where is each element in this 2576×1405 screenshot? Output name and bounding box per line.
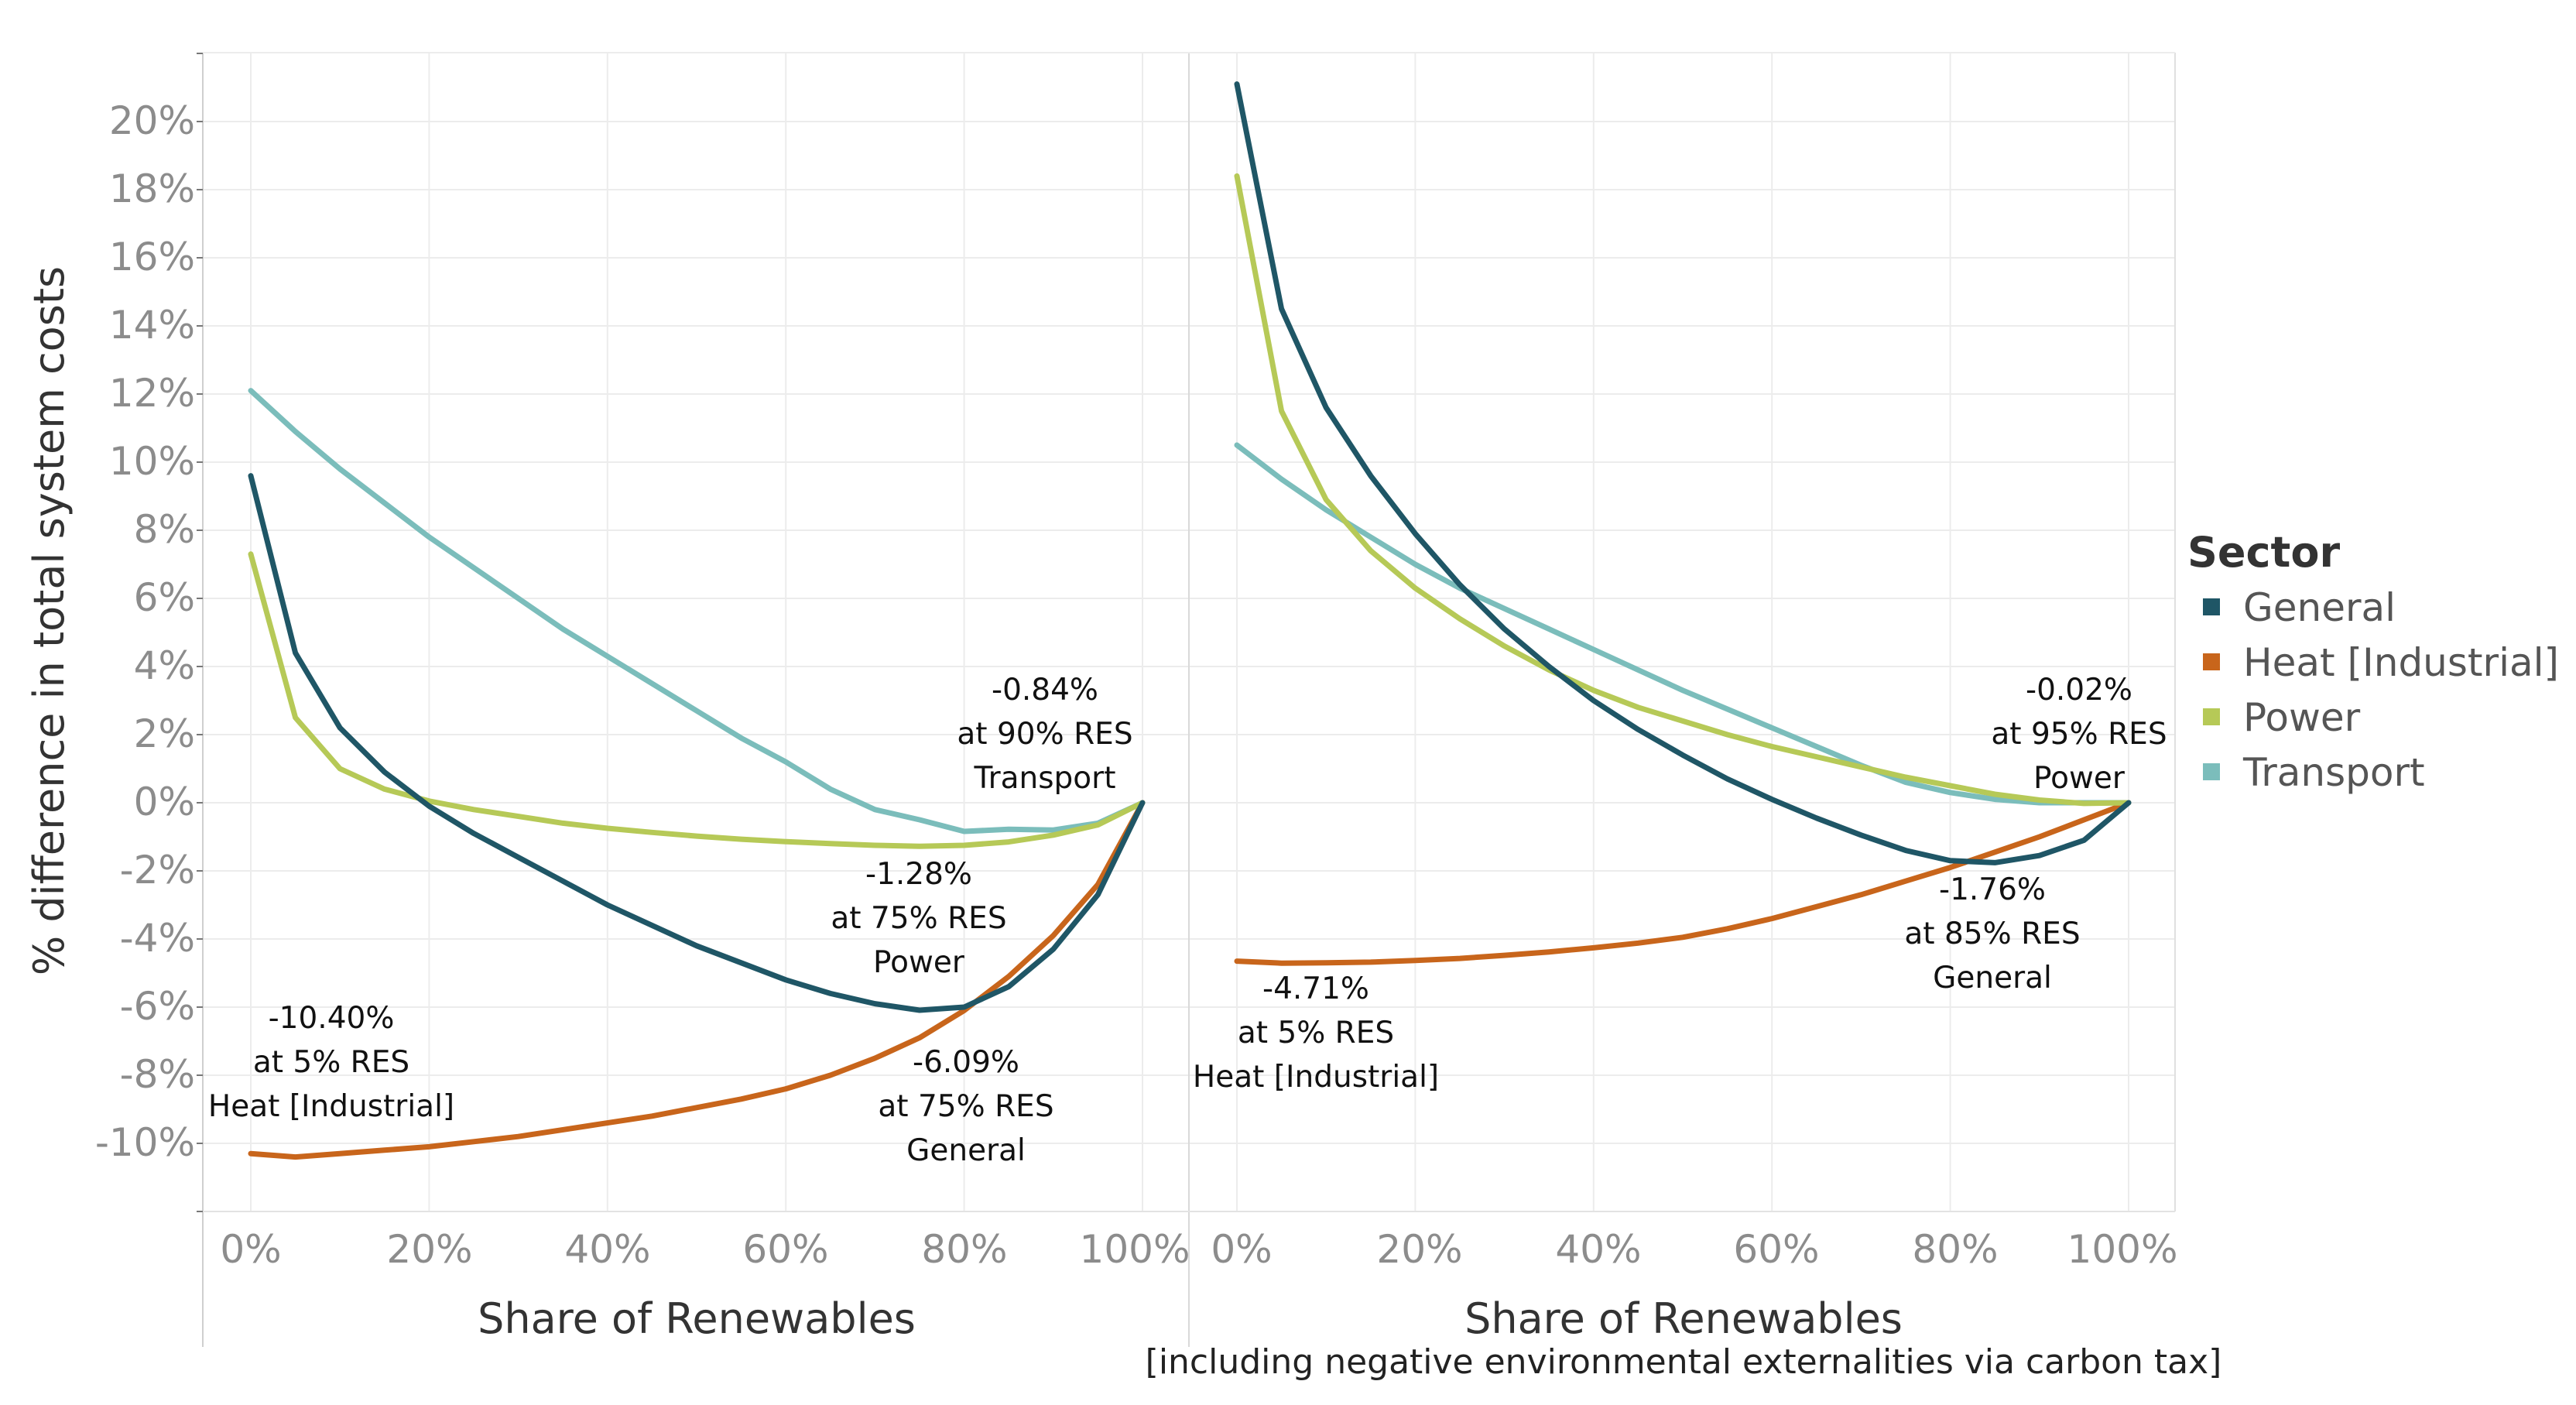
annotation-line: at 85% RES	[1904, 917, 2080, 951]
x-tick-label: 60%	[742, 1227, 828, 1272]
y-ticks: 20% 18% 16% 14% 12% 10% 8% 6% 4% 2% 0% -…	[95, 98, 195, 1165]
series-line-heat-industrial-panel-2	[1234, 800, 2132, 966]
y-tick-label: 4%	[134, 643, 195, 688]
annotation-line: -1.76%	[1939, 872, 2046, 907]
x-tick-label: 0%	[220, 1227, 281, 1272]
annotation-line: at 95% RES	[1991, 717, 2167, 752]
legend-swatch	[2203, 598, 2220, 615]
y-tick-label: 10%	[109, 439, 195, 484]
y-tick-label: 6%	[134, 575, 195, 620]
x-tick-label: 100%	[1080, 1227, 1190, 1272]
annotation-general-min: -1.76% at 85% RES General	[1904, 872, 2080, 995]
annotation-line: -0.02%	[2026, 673, 2132, 708]
y-tick-label: 8%	[134, 507, 195, 552]
legend-label: General	[2243, 585, 2396, 630]
legend-item-heat-industrial[interactable]: Heat [Industrial]	[2203, 640, 2559, 685]
x-tick-label: 40%	[564, 1227, 650, 1272]
y-tick-label: -6%	[120, 984, 195, 1029]
annotation-line: at 75% RES	[878, 1089, 1053, 1124]
annotation-line: -6.09%	[913, 1045, 1019, 1080]
legend-label: Heat [Industrial]	[2243, 640, 2559, 685]
annotation-line: Power	[873, 945, 965, 980]
panel-2-annotations: -0.02% at 95% RES Power -1.76% at 85% RE…	[1193, 673, 2167, 1095]
annotation-line: -0.84%	[992, 673, 1098, 708]
x-tick-label: 80%	[921, 1227, 1007, 1272]
y-tick-label: 12%	[109, 371, 195, 416]
annotation-line: -4.71%	[1262, 972, 1369, 1006]
x-tick-label: 60%	[1733, 1227, 1819, 1272]
x-tick-label: 40%	[1555, 1227, 1641, 1272]
legend: Sector General Heat [Industrial] Power T…	[2187, 528, 2559, 795]
panel-1-annotations: -0.84% at 90% RES Transport -1.28% at 75…	[208, 673, 1133, 1168]
x-tick-label: 20%	[1376, 1227, 1462, 1272]
y-tick-label: -4%	[120, 916, 195, 961]
y-tick-label: 20%	[109, 98, 195, 143]
legend-swatch	[2203, 653, 2220, 670]
annotation-line: at 5% RES	[253, 1045, 409, 1080]
annotation-general-min: -6.09% at 75% RES General	[878, 1045, 1053, 1168]
legend-label: Power	[2243, 695, 2361, 740]
series-line-transport-panel-1	[248, 388, 1146, 834]
y-tick-label: 14%	[109, 303, 195, 348]
y-tick-label: 18%	[109, 166, 195, 211]
legend-label: Transport	[2242, 750, 2425, 795]
y-tick-label: -2%	[120, 848, 195, 893]
annotation-line: Heat [Industrial]	[1193, 1060, 1439, 1095]
legend-swatch	[2203, 708, 2220, 725]
annotation-line: Transport	[973, 761, 1115, 796]
series-line-heat-industrial-panel-1	[248, 800, 1146, 1160]
panel-2-x-axis-subtitle: [including negative environmental extern…	[1146, 1342, 2222, 1382]
series-line-general-panel-1	[248, 473, 1146, 1013]
annotation-power-min: -0.02% at 95% RES Power	[1991, 673, 2167, 796]
annotation-transport-min: -0.84% at 90% RES Transport	[957, 673, 1132, 796]
x-tick-label: 0%	[1211, 1227, 1272, 1272]
series-line-transport-panel-2	[1234, 442, 2132, 806]
annotation-heat-min: -10.40% at 5% RES Heat [Industrial]	[208, 1001, 454, 1124]
y-tick-label: 0%	[134, 780, 195, 824]
annotation-line: -1.28%	[865, 857, 972, 892]
legend-item-general[interactable]: General	[2203, 585, 2396, 630]
annotation-line: Heat [Industrial]	[208, 1089, 454, 1124]
x-tick-label: 80%	[1912, 1227, 1998, 1272]
series-line-power-panel-2	[1234, 173, 2132, 807]
y-tick-label: 2%	[134, 711, 195, 756]
series-line-general-panel-2	[1234, 81, 2132, 865]
y-tick-label: 16%	[109, 235, 195, 279]
y-axis-title: % difference in total system costs	[25, 266, 74, 975]
panel-2-x-ticks: 0% 20% 40% 60% 80% 100%	[1211, 1227, 2177, 1272]
annotation-line: at 75% RES	[831, 901, 1006, 936]
panel-1-x-ticks: 0% 20% 40% 60% 80% 100%	[220, 1227, 1190, 1272]
x-tick-label: 20%	[386, 1227, 472, 1272]
legend-swatch	[2203, 763, 2220, 780]
series-line-power-panel-1	[248, 551, 1146, 849]
panel-1-x-axis-title: Share of Renewables	[478, 1294, 916, 1343]
annotation-line: General	[1933, 961, 2052, 995]
annotation-power-min: -1.28% at 75% RES Power	[831, 857, 1006, 980]
annotation-line: Power	[2033, 761, 2126, 796]
annotation-heat-min: -4.71% at 5% RES Heat [Industrial]	[1193, 972, 1439, 1095]
frame-layer	[197, 52, 2176, 1347]
annotation-line: at 90% RES	[957, 717, 1132, 752]
annotation-line: -10.40%	[269, 1001, 395, 1036]
x-tick-label: 100%	[2067, 1227, 2178, 1272]
y-tick-label: -8%	[120, 1052, 195, 1097]
legend-item-transport[interactable]: Transport	[2203, 750, 2425, 795]
annotation-line: General	[906, 1133, 1026, 1168]
legend-item-power[interactable]: Power	[2203, 695, 2361, 740]
series-layer	[248, 81, 2132, 1160]
annotation-line: at 5% RES	[1238, 1016, 1394, 1050]
y-tick-label: -10%	[95, 1120, 195, 1165]
legend-title: Sector	[2187, 528, 2340, 577]
panel-2-x-axis-title: Share of Renewables	[1464, 1294, 1903, 1343]
